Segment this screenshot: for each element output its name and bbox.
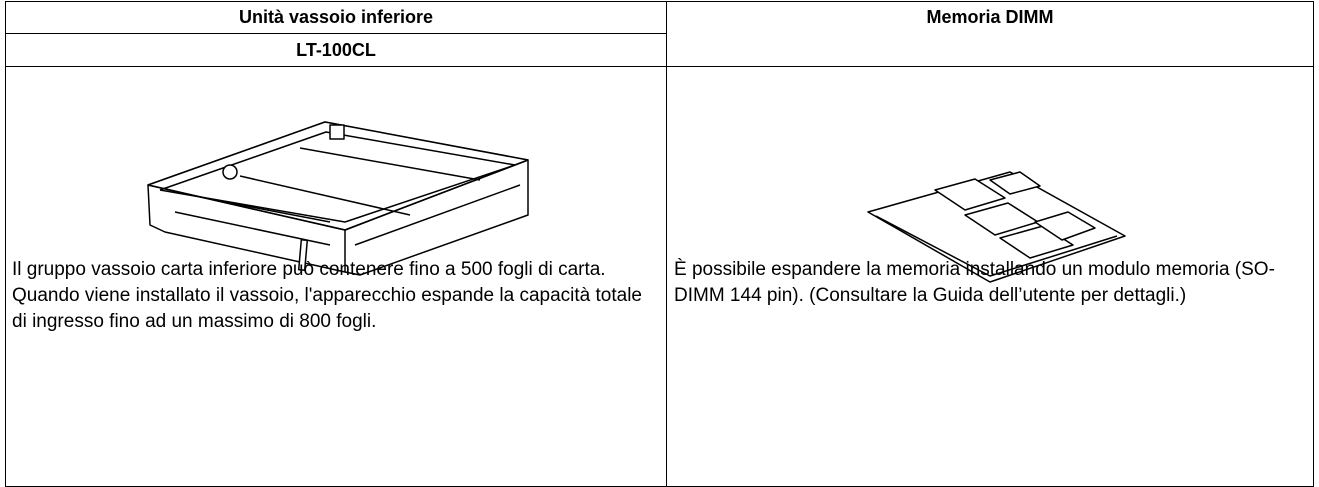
description: È possibile espandere la memoria install…	[674, 259, 1275, 306]
dimm-illustration	[867, 171, 1126, 283]
column-title: Memoria DIMM	[926, 7, 1054, 27]
tray-illustration	[147, 121, 529, 276]
model-name: LT-100CL	[296, 40, 376, 60]
column-title: Unità vassoio inferiore	[238, 7, 434, 27]
description: Il gruppo vassoio carta inferiore può co…	[12, 259, 642, 332]
